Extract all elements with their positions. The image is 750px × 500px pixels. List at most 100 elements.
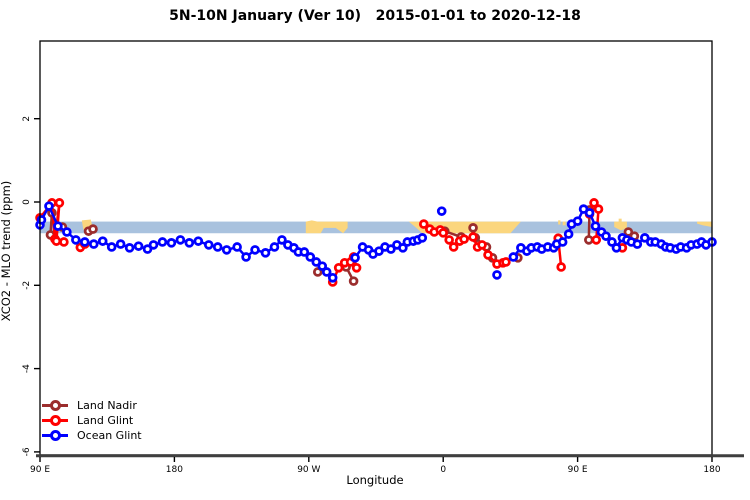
data-point (398, 243, 408, 253)
x-tick-label: 90 W (297, 465, 320, 475)
land-nadir-marker-icon (42, 400, 68, 411)
data-point (311, 257, 322, 267)
land-patch-philippines-repeat-speck (618, 218, 622, 222)
data-point (106, 242, 117, 252)
data-point (232, 242, 242, 252)
data-point (277, 235, 287, 245)
x-tick-label: 90 E (30, 465, 50, 475)
data-point (299, 247, 310, 257)
data-point (321, 267, 332, 277)
data-point (590, 221, 601, 231)
data-point (632, 239, 643, 249)
data-point (436, 206, 447, 216)
data-point (212, 242, 223, 252)
data-point (639, 233, 650, 243)
ocean-glint-marker-icon (42, 430, 68, 441)
data-point (593, 204, 604, 214)
data-point (601, 231, 611, 241)
data-point (88, 224, 98, 234)
data-point (374, 246, 384, 256)
ocean-reference-band (40, 221, 712, 234)
data-point (305, 252, 316, 262)
data-point (607, 237, 617, 247)
y-tick-label: -6 (22, 447, 32, 456)
data-point (583, 235, 594, 245)
data-point (501, 257, 511, 267)
data-point (221, 245, 232, 255)
legend: Land Nadir Land Glint Ocean Glint (42, 398, 142, 443)
data-point (417, 233, 428, 243)
data-point (157, 237, 168, 247)
x-tick-label: 180 (703, 465, 720, 475)
data-point (589, 198, 599, 208)
data-point (241, 252, 251, 262)
land-patch-india-speck-2 (562, 221, 566, 226)
land-patch-philippines-repeat (614, 221, 627, 231)
x-tick-label: 0 (440, 465, 446, 475)
data-point (184, 238, 195, 248)
data-point (483, 250, 493, 260)
data-point (51, 236, 62, 246)
land-patch-right-edge-islands (697, 221, 712, 227)
data-point (477, 240, 487, 250)
y-tick-label: -4 (22, 364, 32, 373)
data-point (250, 245, 260, 255)
land-patch-india-speck-1 (558, 220, 561, 225)
data-point (448, 242, 459, 252)
data-point (203, 240, 214, 250)
legend-label: Ocean Glint (77, 429, 142, 442)
data-point (611, 243, 622, 253)
data-point (556, 262, 566, 272)
legend-item-land-glint: Land Glint (42, 413, 142, 428)
data-point (492, 270, 502, 280)
data-point (44, 201, 54, 211)
data-point (557, 237, 568, 247)
y-tick-label: 0 (22, 199, 32, 205)
x-axis-label: Longitude (346, 473, 404, 487)
data-point (166, 238, 177, 248)
chart-title: 5N-10N January (Ver 10) 2015-01-01 to 20… (169, 8, 581, 24)
y-tick-label: 2 (22, 116, 32, 122)
data-point (572, 216, 583, 226)
legend-item-land-nadir: Land Nadir (42, 398, 142, 413)
x-tick-label: 90 E (568, 465, 588, 475)
data-point (36, 215, 47, 225)
data-point (591, 235, 602, 245)
data-point (312, 267, 323, 277)
legend-item-ocean-glint: Ocean Glint (42, 428, 142, 443)
data-point (53, 221, 63, 231)
data-point (459, 234, 469, 244)
data-point (97, 236, 108, 246)
data-point (327, 273, 338, 283)
data-point (468, 223, 478, 233)
x-tick-label: 180 (166, 465, 183, 475)
data-point (59, 237, 69, 247)
data-point (260, 248, 271, 258)
data-point (563, 229, 574, 239)
legend-label: Land Nadir (77, 399, 137, 412)
data-point (348, 276, 359, 286)
data-point (142, 244, 153, 254)
data-point (71, 235, 81, 245)
legend-label: Land Glint (77, 414, 134, 427)
y-tick-label: -2 (22, 281, 32, 290)
data-point (333, 263, 344, 273)
data-point (468, 232, 478, 242)
data-point (115, 239, 126, 249)
data-point (124, 243, 135, 253)
data-point (418, 219, 429, 229)
data-point (317, 261, 328, 271)
data-point (148, 240, 159, 250)
land-glint-marker-icon (42, 415, 68, 426)
data-point (62, 227, 72, 237)
data-point (269, 242, 280, 252)
y-axis-label: XCO2 - MLO trend (ppm) (0, 180, 13, 322)
data-point (350, 253, 360, 263)
data-point (88, 239, 99, 249)
data-point (444, 235, 454, 245)
data-point (438, 228, 449, 238)
data-point (351, 263, 362, 273)
data-point (386, 244, 396, 254)
